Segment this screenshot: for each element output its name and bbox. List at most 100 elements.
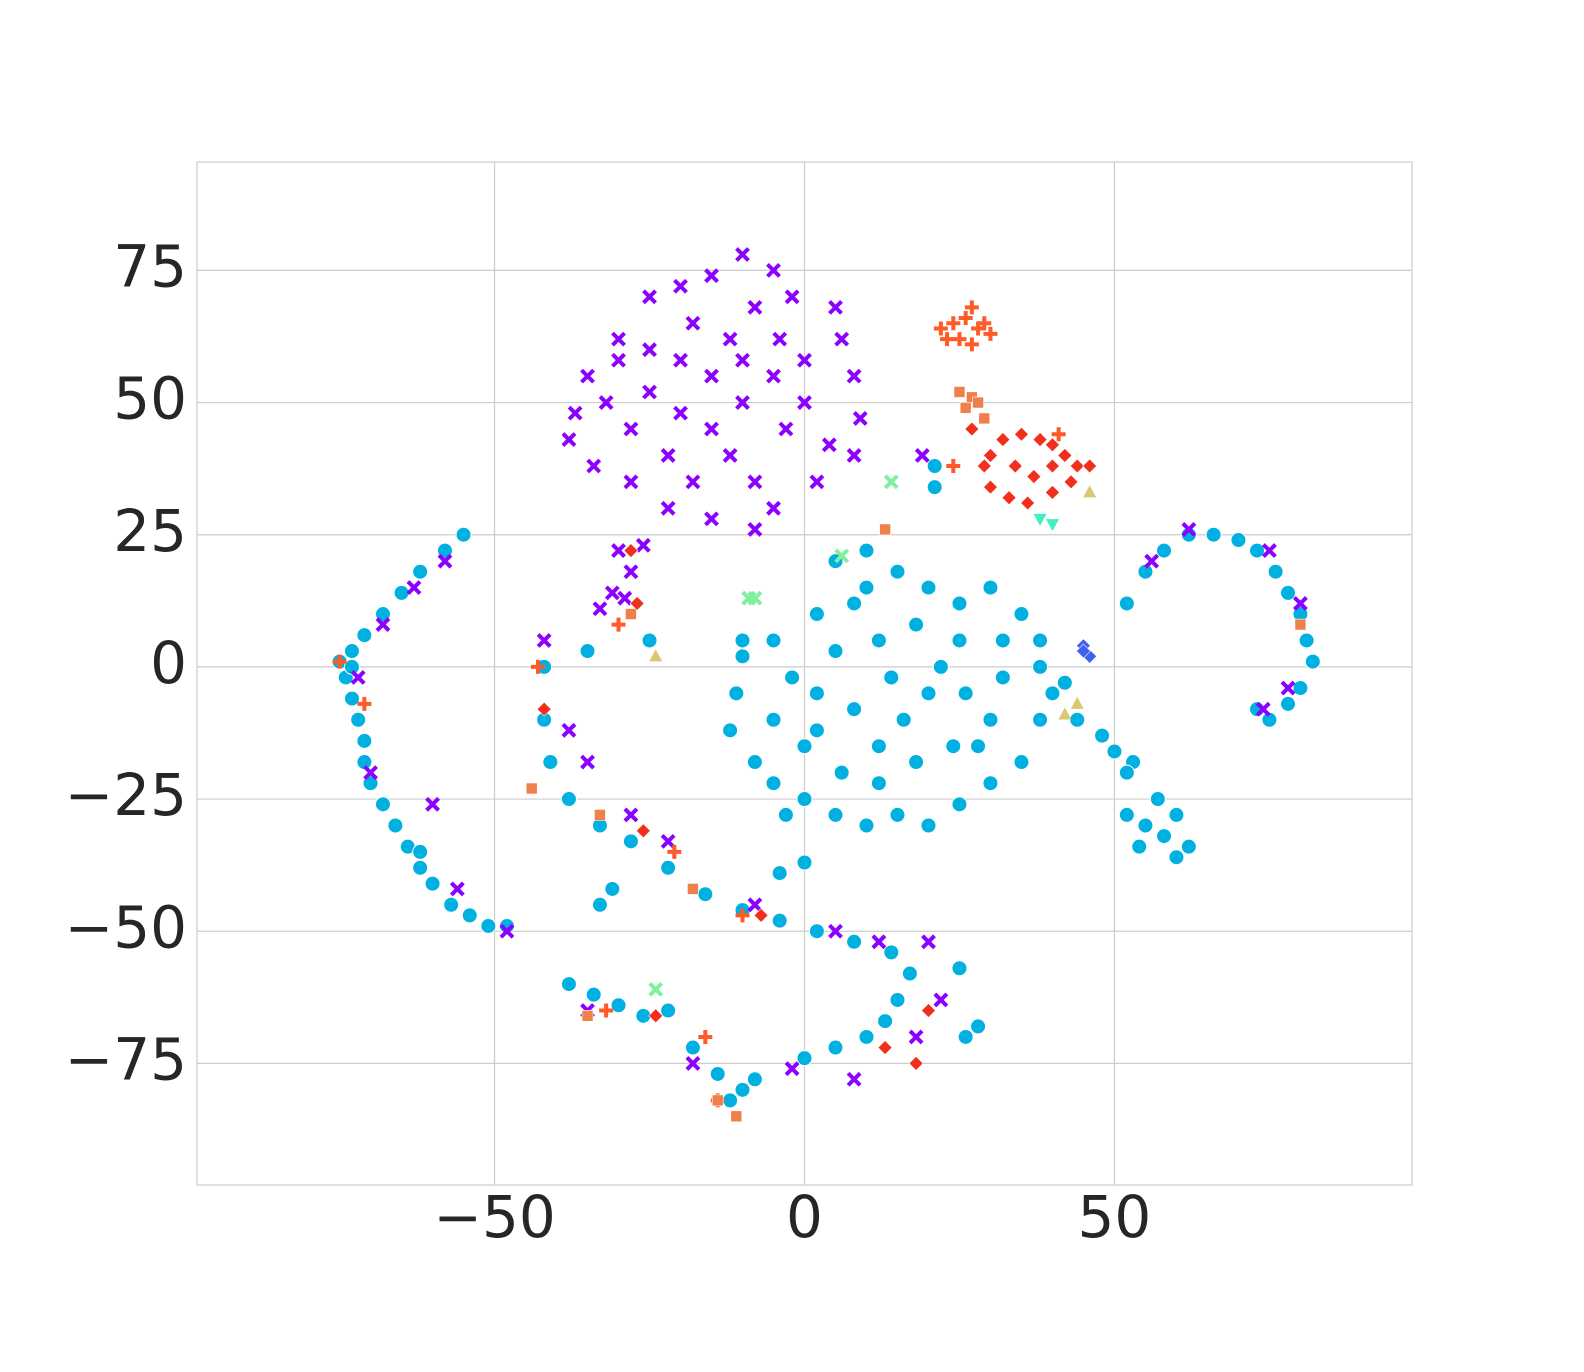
point [908,1029,924,1045]
point [846,933,863,950]
point [877,1013,894,1030]
point [536,633,552,648]
point [1149,791,1166,808]
point [393,584,410,601]
point [357,696,372,711]
point [1013,606,1030,623]
point [970,738,987,755]
point [828,923,843,939]
point [1180,838,1197,855]
point [983,326,998,341]
point [356,627,373,644]
point [1045,485,1060,500]
point [1168,849,1185,866]
point [641,632,658,649]
point [1292,680,1309,697]
point [525,782,538,795]
point [970,1018,987,1035]
point [592,601,608,617]
point [827,806,844,823]
point [889,991,906,1008]
point [796,738,813,755]
point [499,923,515,939]
point [1168,806,1185,823]
point [940,332,955,347]
point [611,352,626,368]
point [1181,522,1197,537]
point [858,542,875,559]
point [1230,532,1247,549]
point [879,523,891,536]
point [611,617,626,632]
point [766,262,781,278]
point [387,817,404,834]
point [972,396,984,409]
point [945,738,962,755]
point [635,537,651,553]
point [1020,495,1036,511]
point [542,754,559,771]
y-tick-label: 25 [113,497,187,565]
point [734,1081,751,1098]
point [889,806,906,823]
point [914,448,930,463]
point [834,548,850,564]
point [343,690,360,707]
point [704,511,719,527]
point [567,405,583,421]
point [932,658,949,675]
point [1045,437,1060,453]
point [1304,653,1321,670]
point [946,316,961,331]
point [704,421,719,437]
point [611,331,626,347]
point [461,907,478,924]
point [846,595,863,612]
point [895,711,912,728]
point [777,806,794,823]
point [622,833,639,850]
point [437,553,453,569]
point [1262,543,1277,558]
point [796,854,813,871]
point [1033,513,1047,526]
point [1013,754,1030,771]
point [784,669,801,686]
point [753,907,769,923]
point [746,754,763,771]
point [735,352,750,368]
point [951,632,968,649]
point [561,432,577,447]
point [580,754,595,770]
point [443,896,460,913]
point [1051,427,1066,442]
point [796,1050,813,1067]
point [870,775,887,792]
point [1076,643,1091,659]
point [858,817,875,834]
point [604,585,620,601]
point [623,543,639,559]
point [412,859,429,876]
point [687,883,699,895]
point [1137,817,1154,834]
point [808,685,825,702]
point [908,1055,924,1071]
point [796,791,813,808]
point [343,643,360,660]
point [412,563,429,580]
point [425,796,440,812]
point [660,833,676,849]
point [1280,680,1296,696]
point [648,981,664,997]
point [797,352,812,368]
point [623,564,639,580]
point [1255,701,1271,717]
point [834,331,850,347]
point [704,368,719,384]
point [784,289,800,305]
point [1118,806,1135,823]
point [766,368,781,384]
point [697,886,714,903]
point [746,1071,763,1088]
